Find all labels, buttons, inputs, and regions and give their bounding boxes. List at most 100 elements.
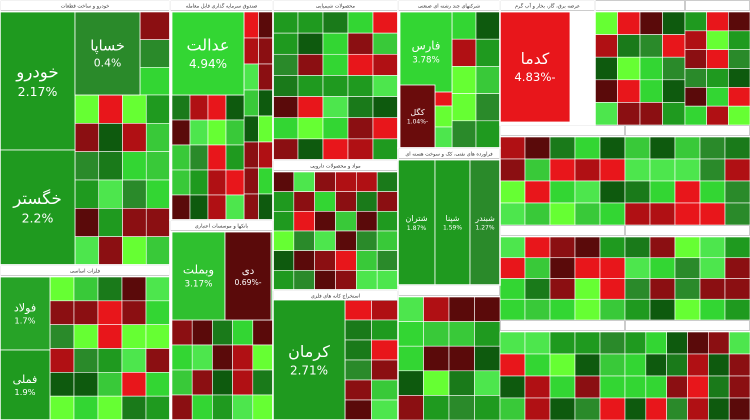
stock-tile xyxy=(356,270,378,291)
stock-tile xyxy=(371,299,399,321)
stock-tile xyxy=(645,331,667,355)
stock-tile xyxy=(272,32,299,55)
stock-tile xyxy=(232,344,254,371)
stock-tile xyxy=(524,397,551,420)
stock-tile xyxy=(599,331,626,355)
stock-tile xyxy=(649,236,676,259)
stock-tile xyxy=(122,208,147,237)
stock-tile xyxy=(666,397,688,420)
stock-tile xyxy=(706,30,729,50)
tile-label: شبندر xyxy=(474,214,495,223)
stock-tile xyxy=(474,296,501,322)
stock-tile xyxy=(674,236,701,259)
stock-tile xyxy=(97,372,123,397)
stock-tile xyxy=(347,75,374,97)
stock-tile xyxy=(272,117,299,140)
stock-tile xyxy=(225,94,245,121)
stock-tile xyxy=(499,136,526,160)
stock-tile xyxy=(189,94,209,121)
stock-tile xyxy=(645,397,667,420)
stock-tile xyxy=(356,191,378,212)
stock-tile xyxy=(708,375,730,399)
stock-tile xyxy=(207,194,227,221)
stock-tile xyxy=(397,395,424,420)
stock-tile xyxy=(49,300,75,325)
stock-tile xyxy=(499,331,526,355)
stock-tile xyxy=(624,202,651,226)
stock-tile xyxy=(728,68,750,88)
stock-tile xyxy=(499,353,526,377)
tile-label: شتران xyxy=(405,213,427,223)
stock-tile xyxy=(684,68,707,88)
stock-tile xyxy=(121,324,147,349)
stock-tile xyxy=(293,211,315,232)
stock-tile xyxy=(574,202,601,226)
stock-tile xyxy=(684,105,707,126)
stock-tile xyxy=(74,94,100,124)
stock-tile xyxy=(549,136,576,160)
stock-tile xyxy=(372,53,399,76)
tile-change: 1.9% xyxy=(14,387,35,397)
stock-tile xyxy=(171,94,191,121)
stock-tile xyxy=(724,236,750,259)
stock-tile xyxy=(397,321,424,347)
tile-change: 2.17% xyxy=(18,84,58,99)
stock-tile xyxy=(624,158,651,182)
stock-tile xyxy=(728,11,750,32)
stock-tile xyxy=(649,202,676,226)
stock-tile xyxy=(356,211,378,232)
tile-change: 1.59% xyxy=(443,225,462,232)
stock-tile xyxy=(524,298,551,321)
stock-tile xyxy=(335,270,357,291)
tile-box xyxy=(0,276,51,351)
stock-tile xyxy=(574,375,601,399)
stock-tile xyxy=(599,353,626,377)
stock-tile xyxy=(49,276,75,302)
stock-tile xyxy=(207,144,227,171)
stock-tile xyxy=(549,353,576,377)
stock-tile xyxy=(706,87,729,107)
stock-tile xyxy=(524,180,551,204)
sector-title: صندوق سرمایه گذاری قابل معامله xyxy=(186,3,258,10)
stock-tile xyxy=(624,236,651,259)
stock-tile xyxy=(617,102,641,126)
stock-tile xyxy=(171,119,191,146)
stock-tile xyxy=(371,399,399,420)
stock-tile xyxy=(684,87,707,107)
stock-tile xyxy=(474,370,501,396)
stock-tile xyxy=(297,96,324,119)
stock-tile xyxy=(49,348,75,373)
stock-tile xyxy=(376,171,399,192)
stock-tile xyxy=(372,96,399,119)
stock-tile xyxy=(322,53,349,76)
stock-tile xyxy=(434,126,453,149)
stock-tile xyxy=(121,348,147,373)
tile-label: دی xyxy=(242,266,255,277)
stock-tile xyxy=(617,56,641,81)
stock-tile xyxy=(272,250,295,271)
stock-tile xyxy=(724,278,750,300)
tile-box xyxy=(272,299,346,420)
stock-tile xyxy=(189,144,209,171)
stock-tile xyxy=(97,395,123,420)
stock-tile xyxy=(599,257,626,279)
tile-change: -1.04% xyxy=(407,119,428,126)
stock-tile xyxy=(706,68,729,88)
sector-border xyxy=(397,147,501,286)
stock-tile xyxy=(335,211,357,232)
stock-tile xyxy=(662,11,686,35)
sector-title: استخراج کانه های فلزی xyxy=(311,294,360,300)
stock-tile xyxy=(372,32,399,55)
stock-tile xyxy=(524,236,551,259)
stock-tile: فولاد 1.7% xyxy=(0,276,51,351)
stock-tile xyxy=(423,370,450,396)
stock-tile xyxy=(191,394,213,420)
stock-tile xyxy=(674,180,701,204)
stock-tile xyxy=(423,345,450,372)
stock-tile xyxy=(724,158,750,182)
stock-tile xyxy=(73,372,99,397)
stock-tile xyxy=(97,300,123,325)
tile-box xyxy=(74,11,141,96)
